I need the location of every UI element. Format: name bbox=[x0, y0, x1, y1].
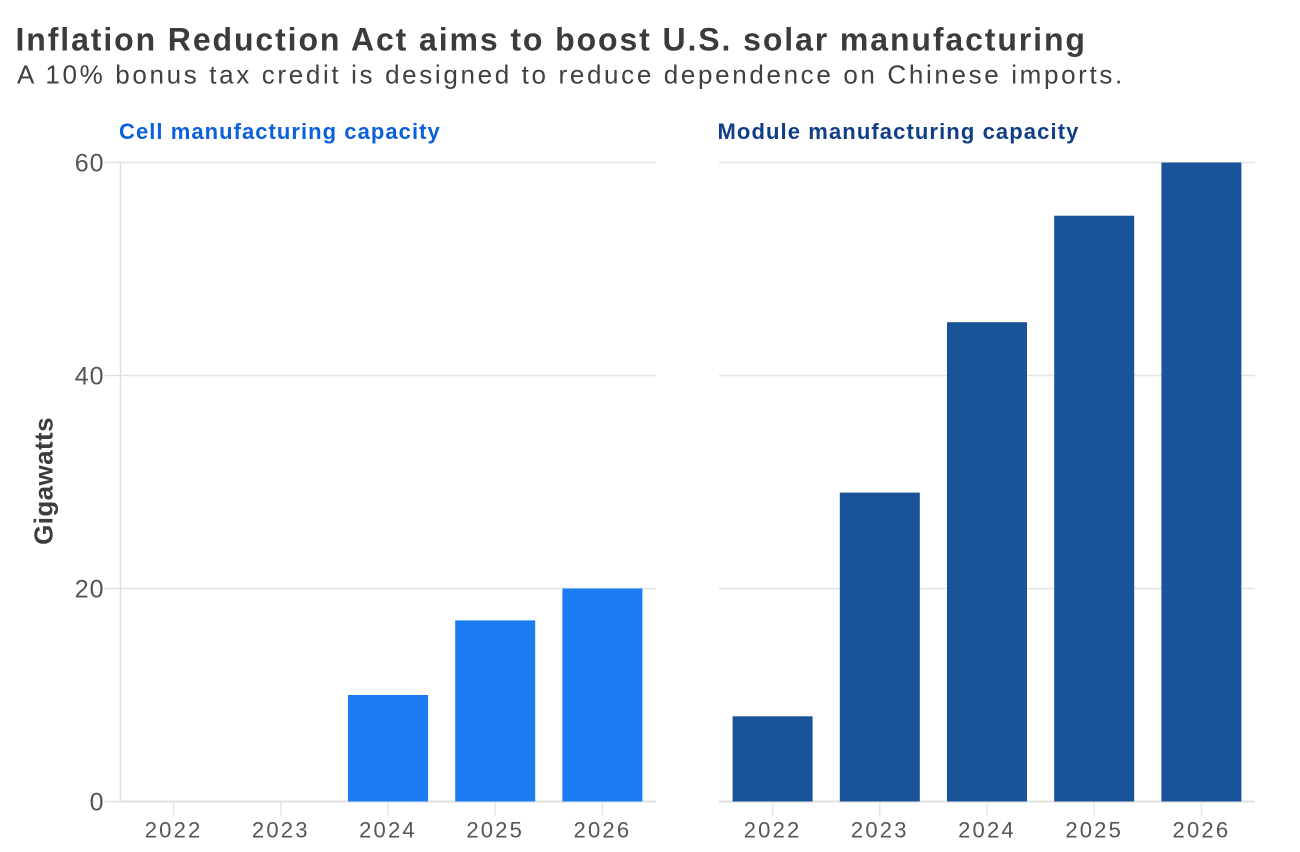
svg-text:60: 60 bbox=[75, 150, 105, 178]
svg-text:Module manufacturing capacity: Module manufacturing capacity bbox=[718, 119, 1080, 144]
svg-text:Gigawatts: Gigawatts bbox=[29, 417, 59, 545]
svg-text:2022: 2022 bbox=[145, 818, 203, 843]
svg-text:Inflation Reduction Act aims t: Inflation Reduction Act aims to boost U.… bbox=[16, 22, 1087, 58]
svg-text:2024: 2024 bbox=[958, 818, 1016, 843]
svg-text:0: 0 bbox=[90, 789, 105, 817]
svg-text:2026: 2026 bbox=[574, 818, 632, 843]
svg-text:2026: 2026 bbox=[1173, 818, 1231, 843]
svg-text:2025: 2025 bbox=[1065, 818, 1123, 843]
svg-text:2022: 2022 bbox=[744, 818, 802, 843]
svg-text:A 10% bonus tax credit is desi: A 10% bonus tax credit is designed to re… bbox=[17, 60, 1125, 90]
svg-text:40: 40 bbox=[75, 363, 105, 391]
svg-text:2024: 2024 bbox=[359, 818, 417, 843]
svg-text:2023: 2023 bbox=[252, 818, 310, 843]
svg-text:Cell manufacturing capacity: Cell manufacturing capacity bbox=[119, 119, 441, 144]
svg-text:2025: 2025 bbox=[466, 818, 524, 843]
svg-text:2023: 2023 bbox=[851, 818, 909, 843]
svg-text:20: 20 bbox=[75, 576, 105, 604]
